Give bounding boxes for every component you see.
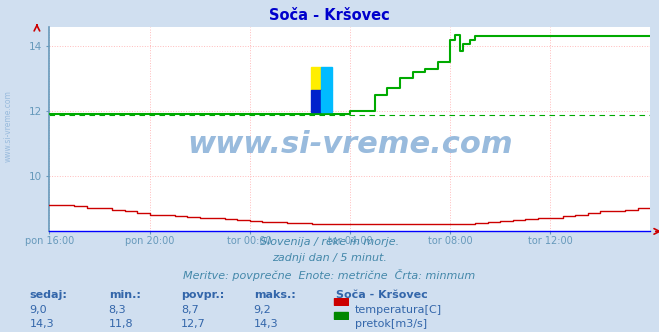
Text: sedaj:: sedaj: [30, 290, 67, 299]
Text: Slovenija / reke in morje.: Slovenija / reke in morje. [260, 237, 399, 247]
Text: maks.:: maks.: [254, 290, 295, 299]
Text: 14,3: 14,3 [254, 319, 278, 329]
Text: www.si-vreme.com: www.si-vreme.com [3, 90, 13, 162]
Text: pretok[m3/s]: pretok[m3/s] [355, 319, 426, 329]
Text: Soča - Kršovec: Soča - Kršovec [269, 8, 390, 23]
Text: Soča - Kršovec: Soča - Kršovec [336, 290, 428, 299]
Text: povpr.:: povpr.: [181, 290, 225, 299]
Text: 9,0: 9,0 [30, 305, 47, 315]
Text: 8,7: 8,7 [181, 305, 199, 315]
Text: Meritve: povprečne  Enote: metrične  Črta: minmum: Meritve: povprečne Enote: metrične Črta:… [183, 269, 476, 281]
Text: 14,3: 14,3 [30, 319, 54, 329]
Text: 9,2: 9,2 [254, 305, 272, 315]
Bar [311, 90, 322, 112]
Text: min.:: min.: [109, 290, 140, 299]
Bar [322, 67, 332, 90]
Text: 8,3: 8,3 [109, 305, 127, 315]
Text: 12,7: 12,7 [181, 319, 206, 329]
Text: www.si-vreme.com: www.si-vreme.com [187, 130, 513, 159]
Text: zadnji dan / 5 minut.: zadnji dan / 5 minut. [272, 253, 387, 263]
Bar [322, 90, 332, 112]
Bar [311, 67, 322, 90]
Text: temperatura[C]: temperatura[C] [355, 305, 442, 315]
Text: 11,8: 11,8 [109, 319, 133, 329]
